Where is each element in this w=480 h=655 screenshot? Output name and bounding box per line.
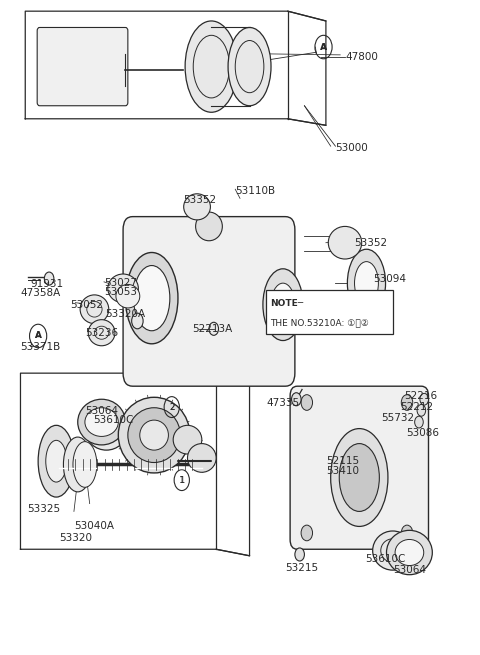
Text: 53410: 53410 [326, 466, 359, 476]
Ellipse shape [339, 443, 379, 512]
Ellipse shape [140, 420, 168, 450]
Text: 52213A: 52213A [192, 324, 232, 335]
Text: 53027: 53027 [104, 278, 137, 288]
Ellipse shape [386, 531, 432, 574]
Ellipse shape [184, 194, 210, 220]
Ellipse shape [228, 28, 271, 105]
Text: 2: 2 [169, 403, 175, 411]
Text: A: A [35, 331, 41, 341]
Text: 53064: 53064 [393, 565, 426, 575]
Text: 53371B: 53371B [21, 342, 61, 352]
Ellipse shape [173, 425, 202, 454]
Ellipse shape [118, 398, 190, 473]
FancyBboxPatch shape [290, 386, 429, 550]
Text: 53052: 53052 [71, 300, 104, 310]
Text: 53610C: 53610C [365, 554, 406, 564]
Ellipse shape [188, 443, 216, 472]
Circle shape [44, 272, 54, 285]
Text: 52115: 52115 [326, 456, 359, 466]
Ellipse shape [85, 407, 118, 436]
Text: 91931: 91931 [30, 279, 63, 289]
Ellipse shape [78, 400, 125, 445]
Text: 53320A: 53320A [106, 309, 145, 320]
Ellipse shape [263, 269, 303, 341]
Ellipse shape [328, 227, 362, 259]
Circle shape [209, 322, 218, 335]
Text: 1: 1 [179, 476, 185, 485]
Ellipse shape [125, 252, 178, 344]
Ellipse shape [38, 425, 74, 497]
Circle shape [291, 393, 301, 405]
Ellipse shape [73, 441, 97, 487]
Circle shape [420, 394, 429, 405]
Circle shape [415, 416, 423, 428]
Ellipse shape [355, 261, 378, 305]
Ellipse shape [63, 437, 92, 492]
Text: THE NO.53210A: ①～②: THE NO.53210A: ①～② [270, 318, 369, 328]
Text: 53000: 53000 [336, 143, 368, 153]
Text: A: A [35, 331, 42, 341]
Text: 53110B: 53110B [235, 185, 276, 196]
Circle shape [301, 525, 312, 541]
Text: 2: 2 [169, 403, 174, 411]
Text: 55732: 55732 [381, 413, 414, 422]
Text: 53325: 53325 [28, 504, 61, 514]
Ellipse shape [395, 540, 424, 565]
Ellipse shape [185, 21, 238, 112]
Ellipse shape [80, 295, 109, 324]
Text: 53352: 53352 [355, 238, 388, 248]
Ellipse shape [128, 407, 180, 462]
Text: 53040A: 53040A [74, 521, 114, 531]
Text: 53215: 53215 [285, 563, 318, 572]
Text: 53053: 53053 [104, 287, 137, 297]
Text: 53086: 53086 [406, 428, 439, 438]
Text: 53352: 53352 [183, 195, 216, 205]
Circle shape [417, 404, 426, 416]
FancyBboxPatch shape [123, 217, 295, 386]
Circle shape [132, 313, 143, 329]
Text: A: A [321, 43, 326, 52]
Ellipse shape [116, 284, 140, 308]
Ellipse shape [46, 440, 67, 482]
FancyBboxPatch shape [37, 28, 128, 105]
Ellipse shape [331, 428, 388, 527]
FancyBboxPatch shape [266, 290, 393, 334]
Text: A: A [320, 43, 327, 52]
Text: 53320: 53320 [60, 533, 93, 542]
Text: NOTE─: NOTE─ [270, 299, 303, 309]
Ellipse shape [271, 283, 295, 326]
Text: 47358A: 47358A [21, 288, 61, 298]
Ellipse shape [88, 320, 115, 346]
Ellipse shape [196, 212, 222, 241]
Circle shape [401, 395, 413, 410]
Ellipse shape [133, 265, 170, 331]
Ellipse shape [108, 274, 138, 303]
Circle shape [301, 395, 312, 410]
Text: 47335: 47335 [266, 398, 300, 407]
Ellipse shape [86, 413, 126, 450]
Text: 47800: 47800 [345, 52, 378, 62]
Circle shape [295, 548, 304, 561]
Text: 53064: 53064 [85, 406, 118, 416]
Text: 53094: 53094 [373, 274, 407, 284]
Text: 1: 1 [179, 476, 184, 485]
Ellipse shape [348, 250, 385, 317]
Text: 53610C: 53610C [93, 415, 133, 425]
Circle shape [401, 525, 413, 541]
Text: 53236: 53236 [85, 328, 118, 338]
Text: 52216: 52216 [405, 391, 438, 401]
Text: 52212: 52212 [400, 402, 433, 412]
Ellipse shape [372, 531, 413, 570]
